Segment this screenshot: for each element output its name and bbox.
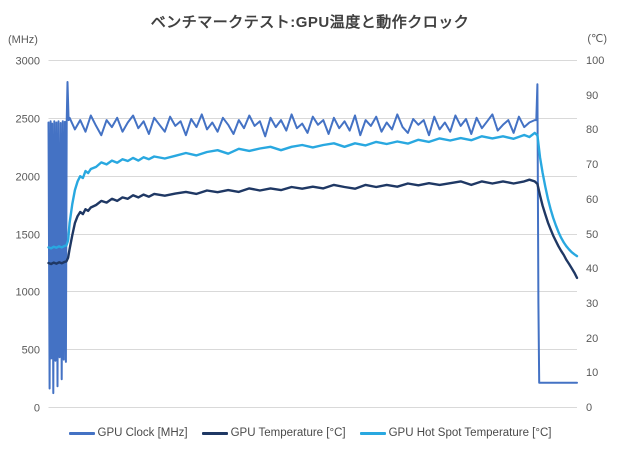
left-axis-tick-label: 2500 <box>16 114 40 126</box>
series-line-gpu-clock <box>47 81 578 395</box>
legend-item-gpu-temperature: GPU Temperature [°C] <box>201 427 346 439</box>
legend-line-marker-gpu-temperature <box>201 431 228 435</box>
left-axis-unit-label: (MHz) <box>8 34 38 46</box>
legend-item-gpu-clock: GPU Clock [MHz] <box>68 427 188 439</box>
chart-title: ベンチマークテスト:GPU温度と動作クロック <box>150 14 470 31</box>
right-axis-tick-label: 50 <box>586 229 598 241</box>
legend-line-marker-gpu-hot-spot <box>359 431 386 435</box>
legend-line-marker-gpu-clock <box>68 431 95 435</box>
right-axis-tick-label: 60 <box>586 194 598 206</box>
left-axis-tick-label: 0 <box>34 403 40 415</box>
right-axis-tick-label: 90 <box>586 90 598 102</box>
series-line-gpu-hot-spot-temperature <box>47 131 579 258</box>
legend: GPU Clock [MHz] GPU Temperature [°C] GPU… <box>0 427 620 439</box>
left-axis-tick-label: 3000 <box>16 56 40 68</box>
right-axis-unit-label: (℃) <box>587 33 607 45</box>
right-axis-tick-label: 30 <box>586 298 598 310</box>
left-axis-tick-label: 500 <box>22 345 40 357</box>
left-axis-tick-label: 2000 <box>16 172 40 184</box>
right-axis-tick-label: 70 <box>586 159 598 171</box>
right-axis-tick-label: 100 <box>586 55 604 67</box>
legend-label-gpu-clock: GPU Clock [MHz] <box>97 427 188 439</box>
left-axis-tick-label: 1000 <box>16 287 40 299</box>
legend-item-gpu-hot-spot: GPU Hot Spot Temperature [°C] <box>359 427 552 439</box>
right-axis-tick-label: 20 <box>586 333 598 345</box>
right-axis-tick-label: 40 <box>586 263 598 275</box>
legend-label-gpu-hot-spot: GPU Hot Spot Temperature [°C] <box>388 427 552 439</box>
right-axis-tick-label: 0 <box>586 402 592 414</box>
legend-label-gpu-temperature: GPU Temperature [°C] <box>230 427 346 439</box>
series-line-gpu-temperature <box>47 178 579 280</box>
right-axis-tick-label: 10 <box>586 367 598 379</box>
left-axis-tick-label: 1500 <box>16 230 40 242</box>
right-axis-tick-label: 80 <box>586 124 598 136</box>
